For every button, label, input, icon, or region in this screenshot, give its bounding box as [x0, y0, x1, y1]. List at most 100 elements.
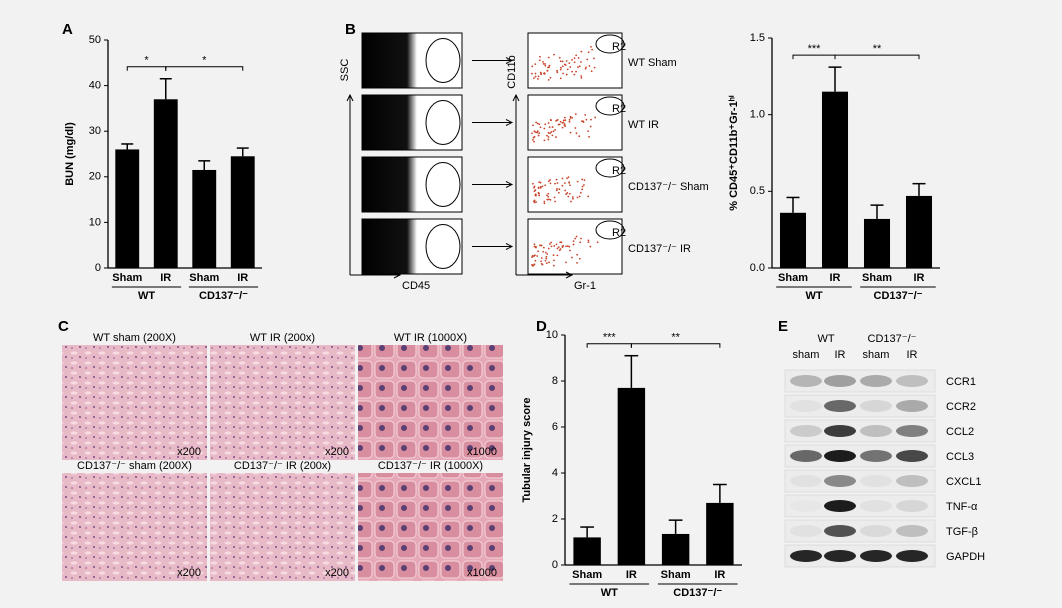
- blot-band: [824, 525, 856, 537]
- micrograph: [358, 473, 503, 581]
- x-tick-label: Sham: [189, 272, 219, 284]
- event-dot: [544, 259, 547, 262]
- event-dot: [540, 244, 543, 247]
- y-tick-label: 0: [95, 262, 101, 274]
- micrograph: [62, 345, 207, 460]
- micrograph-caption: CD137⁻/⁻ IR (1000X): [378, 460, 483, 472]
- event-dot: [533, 201, 536, 204]
- event-dot: [566, 68, 569, 71]
- event-dot: [574, 237, 577, 240]
- event-dot: [556, 188, 558, 190]
- event-dot: [548, 243, 551, 245]
- event-dot: [578, 65, 581, 68]
- event-dot: [548, 126, 551, 129]
- event-dot: [531, 65, 534, 68]
- event-dot: [555, 178, 558, 181]
- x-tick-label: IR: [626, 569, 637, 581]
- event-dot: [547, 180, 550, 183]
- blot-band: [896, 400, 928, 412]
- event-dot: [596, 241, 599, 244]
- event-dot: [580, 76, 583, 79]
- event-dot: [568, 62, 571, 64]
- y-tick-label: 20: [89, 171, 101, 183]
- blot-band: [896, 500, 928, 512]
- event-dot: [549, 132, 551, 135]
- y-axis-label: % CD45⁺CD11b⁺Gr-1ʰⁱ: [727, 95, 740, 210]
- event-dot: [535, 201, 538, 203]
- y-tick-label: 10: [89, 216, 101, 228]
- blot-band: [824, 475, 856, 487]
- scale-label: x1000: [467, 446, 497, 458]
- event-dot: [556, 254, 559, 257]
- event-dot: [550, 119, 553, 122]
- event-dot: [589, 125, 592, 128]
- event-dot: [550, 131, 553, 133]
- event-dot: [571, 256, 573, 259]
- x-tick-label: Sham: [661, 569, 691, 581]
- event-dot: [547, 247, 550, 250]
- y-tick-label: 30: [89, 125, 101, 137]
- significance-bracket: [834, 54, 920, 60]
- significance-label: **: [671, 332, 680, 344]
- micrograph-caption: WT IR (200x): [250, 332, 315, 344]
- event-dot: [587, 51, 590, 54]
- event-dot: [579, 191, 582, 194]
- event-dot: [571, 116, 574, 119]
- significance-bracket: [165, 66, 244, 71]
- event-dot: [575, 235, 578, 238]
- event-dot: [537, 77, 539, 80]
- event-dot: [588, 65, 591, 67]
- blot-band: [896, 375, 928, 387]
- protein-label: CCL2: [946, 426, 974, 438]
- gate: [595, 34, 625, 54]
- event-dot: [576, 253, 579, 256]
- event-dot: [558, 56, 561, 59]
- event-dot: [536, 122, 539, 125]
- event-dot: [565, 60, 568, 62]
- event-dot: [554, 182, 556, 185]
- blot-band: [860, 425, 892, 437]
- event-dot: [549, 198, 552, 201]
- event-dot: [560, 66, 562, 69]
- blot-band: [790, 425, 822, 437]
- scatter-plot-gr1: [527, 218, 623, 275]
- bar: [863, 218, 891, 268]
- blot-band: [896, 525, 928, 537]
- event-dot: [553, 53, 555, 56]
- event-dot: [590, 45, 592, 48]
- event-dot: [538, 181, 541, 183]
- blot-band: [896, 475, 928, 487]
- row-label: CD137⁻/⁻ Sham: [628, 181, 709, 193]
- bar: [153, 99, 178, 268]
- bar: [230, 156, 255, 268]
- event-dot: [535, 131, 537, 134]
- row-label: WT Sham: [628, 57, 677, 69]
- event-dot: [590, 70, 593, 73]
- axis-label: CD45: [402, 280, 430, 292]
- scale-label: x200: [325, 446, 349, 458]
- event-dot: [548, 261, 550, 264]
- event-dot: [568, 245, 571, 248]
- event-dot: [564, 64, 567, 67]
- event-dot: [558, 249, 561, 252]
- axis-label: CD11b: [506, 55, 518, 88]
- event-dot: [546, 253, 549, 255]
- event-dot: [542, 61, 544, 63]
- group-label: CD137⁻/⁻: [673, 587, 722, 599]
- event-dot: [543, 202, 546, 205]
- event-dot: [573, 61, 576, 64]
- event-dot: [534, 259, 537, 262]
- blot-band: [790, 375, 822, 387]
- event-dot: [569, 66, 572, 68]
- blot-band: [824, 375, 856, 387]
- event-dot: [545, 255, 548, 258]
- blot-band: [860, 400, 892, 412]
- gate: [425, 224, 461, 269]
- event-dot: [536, 255, 539, 257]
- event-dot: [550, 245, 553, 248]
- event-dot: [553, 196, 556, 199]
- event-dot: [547, 66, 549, 69]
- event-dot: [561, 65, 564, 68]
- bar: [779, 212, 807, 268]
- scatter-plot-ssc: [361, 94, 463, 151]
